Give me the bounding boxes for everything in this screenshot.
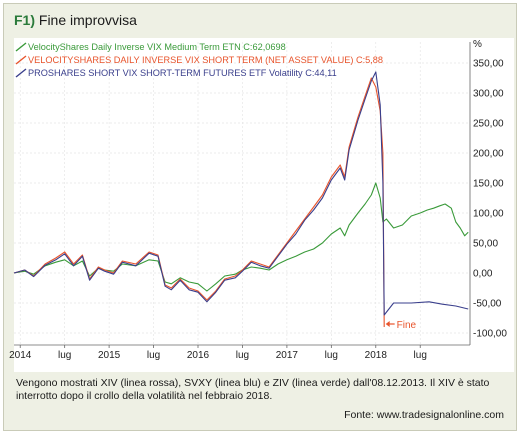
figure-caption: Vengono mostrati XIV (linea rossa), SVXY… bbox=[16, 377, 490, 402]
y-tick-label: 350,00 bbox=[473, 59, 504, 70]
figure-frame: F1) Fine improvvisa Vengono mostrati XIV… bbox=[3, 3, 517, 431]
x-tick-label: lug bbox=[236, 350, 249, 361]
annotation-arrowhead bbox=[385, 321, 390, 327]
y-tick-label: 250,00 bbox=[473, 119, 504, 130]
x-tick-label: 2018 bbox=[365, 350, 388, 361]
x-tick-label: lug bbox=[58, 350, 71, 361]
series-line-1 bbox=[13, 182, 469, 292]
figure-source: Fonte: www.tradesignalonline.com bbox=[344, 409, 504, 421]
x-tick-label: lug bbox=[147, 350, 160, 361]
y-tick-label: 150,00 bbox=[473, 179, 504, 190]
annotation-label: Fine bbox=[397, 320, 417, 331]
figure-title: F1) Fine improvvisa bbox=[14, 12, 137, 28]
x-tick-label: lug bbox=[414, 350, 427, 361]
y-tick-label: 200,00 bbox=[473, 149, 504, 160]
figure-title-text: Fine improvvisa bbox=[38, 12, 137, 28]
legend-swatch bbox=[15, 55, 27, 65]
legend-entry: VelocityShares Daily Inverse VIX Medium … bbox=[28, 42, 286, 52]
x-tick-label: 2014 bbox=[9, 350, 32, 361]
y-unit-label: % bbox=[473, 39, 482, 50]
legend-entry: PROSHARES SHORT VIX SHORT-TERM FUTURES E… bbox=[28, 68, 337, 78]
y-tick-label: 100,00 bbox=[473, 209, 504, 220]
legend-swatch bbox=[15, 68, 27, 78]
x-tick-label: lug bbox=[325, 350, 338, 361]
series-line-3 bbox=[13, 71, 469, 316]
y-tick-label: -100,00 bbox=[473, 329, 507, 340]
legend-entry: VELOCITYSHARES DAILY INVERSE VIX SHORT T… bbox=[28, 55, 383, 65]
y-tick-label: -50,00 bbox=[473, 299, 502, 310]
figure-label: F1) bbox=[14, 12, 35, 28]
x-tick-label: 2016 bbox=[187, 350, 210, 361]
series-line-2 bbox=[13, 77, 385, 328]
y-tick-label: 0,00 bbox=[473, 269, 493, 280]
y-tick-label: 50,00 bbox=[473, 239, 498, 250]
x-tick-label: 2015 bbox=[98, 350, 121, 361]
x-tick-label: 2017 bbox=[276, 350, 299, 361]
y-tick-label: 300,00 bbox=[473, 89, 504, 100]
legend-swatch bbox=[15, 42, 27, 52]
plot-area bbox=[14, 38, 514, 372]
